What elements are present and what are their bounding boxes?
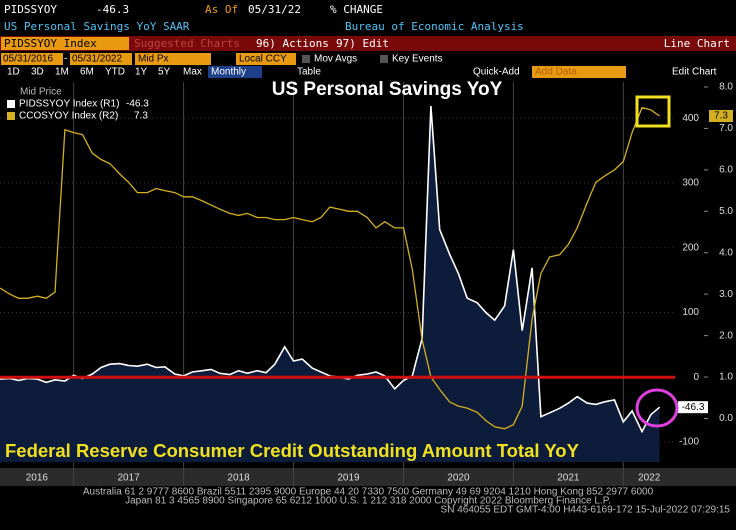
y2-tick-label: 8.0 — [719, 82, 733, 93]
period-button[interactable]: 6M — [80, 67, 94, 78]
key-events[interactable]: Key Events — [392, 54, 443, 65]
edit-chart[interactable]: Edit Chart — [672, 67, 717, 78]
legend-swatch — [7, 100, 15, 108]
y2-tick-label: 5.0 — [719, 206, 733, 217]
y2-tick-label: 7.0 — [719, 123, 733, 134]
period-button[interactable]: 1Y — [135, 67, 148, 78]
y-tick-label: 0 — [693, 372, 699, 383]
highlight-box — [635, 95, 671, 128]
table-button[interactable]: Table — [297, 67, 321, 78]
y2-tick-label: 3.0 — [719, 289, 733, 300]
line — [0, 106, 660, 430]
area — [0, 106, 660, 462]
currency-box[interactable] — [236, 53, 296, 65]
y-tick-label: 400 — [682, 113, 699, 124]
period-button[interactable]: 1D — [7, 67, 20, 78]
y2-tick-label: 1.0 — [719, 372, 733, 383]
value-tag-label: -46.3 — [682, 402, 705, 413]
legend-value: -46.3 — [126, 99, 149, 110]
x-tick-label: 2017 — [117, 473, 140, 484]
period-button[interactable]: 3D — [31, 67, 44, 78]
checkbox[interactable] — [380, 55, 388, 63]
value-tag-label: 7.3 — [714, 111, 728, 122]
unit: % CHANGE — [330, 3, 383, 16]
y-tick-label: 300 — [682, 178, 699, 189]
security[interactable]: PIDSSYOY Index — [4, 37, 97, 50]
x-tick-label: 2018 — [227, 473, 250, 484]
highlight-circle — [635, 388, 679, 428]
x-tick-label: 2020 — [447, 473, 470, 484]
y2-tick-label: 4.0 — [719, 247, 733, 258]
y-tick-label: 100 — [682, 307, 699, 318]
price-field[interactable]: Mid Px — [138, 54, 169, 65]
chart-title: US Personal Savings YoY — [272, 79, 503, 100]
legend-label: PIDSSYOY Index (R1) — [19, 99, 119, 110]
edit-menu[interactable]: 97) Edit — [336, 37, 389, 50]
date-separator: - — [64, 54, 67, 65]
source: Bureau of Economic Analysis — [345, 20, 524, 33]
toolbar-bar — [0, 36, 736, 51]
legend-value: 7.3 — [134, 111, 148, 122]
as-of-label: As Of — [205, 3, 238, 16]
mov-avgs[interactable]: Mov Avgs — [314, 54, 357, 65]
legend-label: CCOSYOY Index (R2) — [19, 111, 118, 122]
x-axis-band — [0, 468, 736, 486]
footer-line: Japan 81 3 4565 8900 Singapore 65 6212 1… — [125, 496, 611, 507]
suggested-charts[interactable]: Suggested Charts — [134, 37, 240, 50]
x-tick-label: 2016 — [26, 473, 49, 484]
frequency-box[interactable] — [208, 66, 262, 78]
y2-tick-label: 2.0 — [719, 330, 733, 341]
frequency[interactable]: Monthly — [211, 67, 246, 78]
x-tick-label: 2021 — [557, 473, 580, 484]
period-button[interactable]: 1M — [55, 67, 69, 78]
view-type: Line Chart — [664, 37, 730, 50]
period-button[interactable]: 5Y — [158, 67, 171, 78]
annotation: Federal Reserve Consumer Credit Outstand… — [5, 440, 580, 461]
period-button[interactable]: YTD — [105, 67, 125, 78]
footer-line: SN 464055 EDT GMT-4:00 H443-6169-172 15-… — [441, 505, 731, 516]
end-date-box[interactable] — [70, 53, 132, 65]
value-tag — [709, 109, 733, 122]
y2-tick-label: 0.0 — [719, 413, 733, 424]
end-date[interactable]: 05/31/2022 — [72, 54, 122, 65]
x-tick-label: 2019 — [337, 473, 360, 484]
as-of-date: 05/31/22 — [248, 3, 301, 16]
quick-add[interactable]: Quick-Add — [473, 67, 520, 78]
actions-menu[interactable]: 96) Actions — [256, 37, 329, 50]
price-box[interactable] — [135, 53, 211, 65]
legend-title: Mid Price — [20, 87, 62, 98]
value-tag — [678, 401, 708, 414]
start-date-box[interactable] — [1, 53, 63, 65]
y-tick-label: -100 — [679, 437, 699, 448]
y2-tick-label: 6.0 — [719, 164, 733, 175]
x-tick-label: 2022 — [638, 473, 661, 484]
currency[interactable]: Local CCY — [239, 54, 287, 65]
y-tick-label: 200 — [682, 242, 699, 253]
add-data-box[interactable] — [532, 66, 626, 78]
legend-swatch — [7, 112, 15, 120]
footer-line: Australia 61 2 9777 8600 Brazil 5511 239… — [83, 487, 654, 498]
checkbox[interactable] — [302, 55, 310, 63]
security-box[interactable] — [1, 37, 129, 50]
add-data[interactable]: Add Data — [535, 67, 577, 78]
ticker: PIDSSYOY — [4, 3, 57, 16]
period-button[interactable]: Max — [183, 67, 202, 78]
start-date[interactable]: 05/31/2016 — [3, 54, 53, 65]
last-value: -46.3 — [96, 3, 129, 16]
description: US Personal Savings YoY SAAR — [4, 20, 190, 33]
